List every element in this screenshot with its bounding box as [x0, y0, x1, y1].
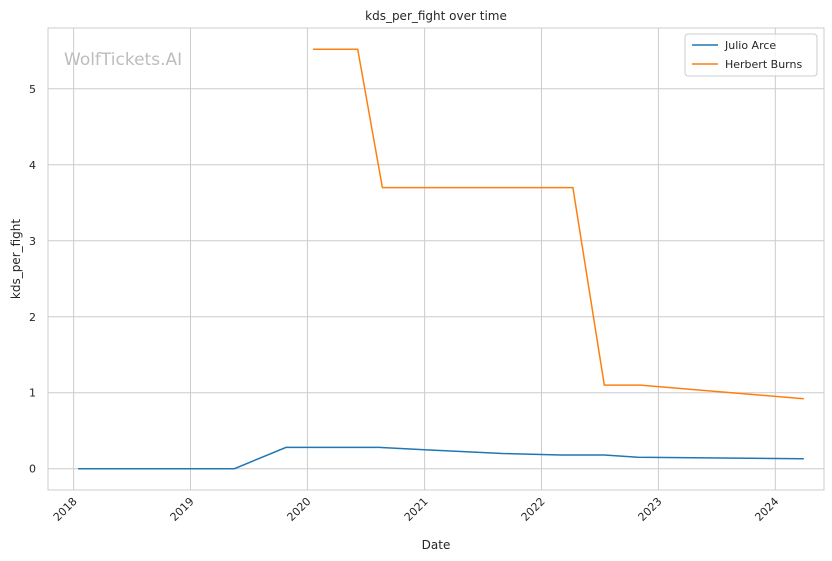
- series-layer: [78, 48, 804, 470]
- legend-label-herbert-burns: Herbert Burns: [725, 58, 802, 71]
- y-tick-label: 0: [29, 463, 36, 476]
- watermark: WolfTickets.AI: [64, 50, 182, 70]
- y-axis-label: kds_per_fight: [9, 219, 23, 300]
- chart-title: kds_per_fight over time: [365, 9, 507, 23]
- series-line-julio-arce: [78, 446, 804, 470]
- series-line-herbert-burns: [312, 48, 804, 400]
- y-tick-label: 4: [29, 159, 36, 172]
- grid-layer: [48, 28, 824, 490]
- legend: Julio Arce Herbert Burns: [684, 33, 818, 77]
- y-tick-label: 5: [29, 83, 36, 96]
- y-tick-label: 3: [29, 235, 36, 248]
- legend-label-julio-arce: Julio Arce: [724, 39, 776, 52]
- x-axis-label: Date: [422, 538, 451, 552]
- plot-frame: [47, 27, 825, 491]
- y-tick-label: 1: [29, 387, 36, 400]
- y-tick-label: 2: [29, 311, 36, 324]
